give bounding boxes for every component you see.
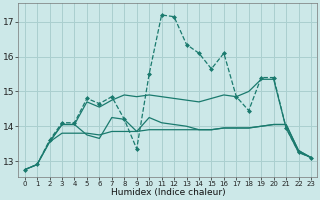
X-axis label: Humidex (Indice chaleur): Humidex (Indice chaleur): [110, 188, 225, 197]
